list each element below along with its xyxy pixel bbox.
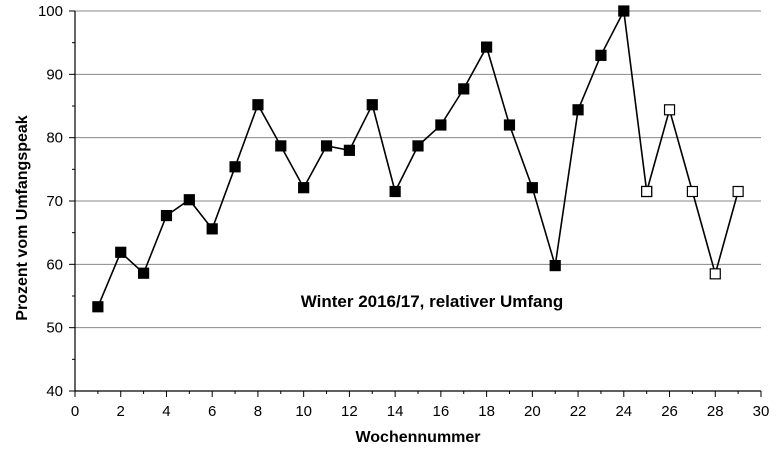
data-point-week-7 (229, 161, 241, 173)
data-point-week-29 (732, 185, 744, 198)
y-axis-label: Prozent vom Umfangspeak (14, 115, 31, 320)
data-point-week-1 (92, 301, 104, 313)
y-tick-label-90: 90 (46, 66, 63, 83)
x-tick-label-18: 18 (478, 403, 495, 420)
x-tick-label-24: 24 (615, 403, 632, 420)
data-point-week-4 (160, 209, 173, 222)
x-tick-label-0: 0 (71, 403, 79, 420)
data-point-week-25 (641, 185, 653, 198)
x-tick-label-16: 16 (433, 403, 450, 420)
x-tick-label-14: 14 (387, 403, 404, 420)
data-point-week-2 (115, 246, 127, 258)
y-tick-label-80: 80 (46, 130, 63, 147)
data-point-week-16 (435, 119, 447, 131)
data-point-week-26 (663, 104, 676, 116)
x-tick-label-26: 26 (661, 403, 678, 420)
x-tick-label-8: 8 (254, 403, 262, 420)
x-tick-label-6: 6 (208, 403, 216, 420)
data-point-week-9 (275, 140, 287, 152)
data-point-week-23 (595, 49, 607, 61)
series-1-line (97, 8, 648, 308)
series-group (92, 5, 744, 313)
data-point-week-12 (343, 144, 355, 156)
x-tick-label-10: 10 (295, 403, 312, 420)
x-tick-label-2: 2 (117, 403, 125, 420)
y-tick-label-40: 40 (46, 383, 63, 400)
x-tick-label-12: 12 (341, 403, 358, 420)
data-point-week-14 (389, 185, 401, 198)
data-point-week-18 (481, 41, 493, 53)
series-1 (92, 5, 653, 313)
data-point-week-6 (206, 223, 218, 235)
x-tick-label-4: 4 (162, 403, 170, 420)
series-2 (641, 104, 744, 280)
y-tick-label-60: 60 (46, 256, 63, 273)
data-point-week-24 (618, 5, 630, 17)
data-point-week-10 (298, 182, 310, 194)
data-point-week-21 (549, 260, 561, 272)
x-tick-label-30: 30 (753, 403, 770, 420)
data-point-week-22 (572, 104, 584, 116)
x-tick-label-28: 28 (707, 403, 724, 420)
x-tick-label-22: 22 (570, 403, 587, 420)
data-point-week-3 (138, 267, 150, 279)
data-point-week-8 (252, 99, 264, 111)
y-tick-label-50: 50 (46, 320, 63, 337)
data-point-week-19 (503, 119, 516, 131)
grid-lines (75, 10, 761, 329)
y-tick-label-70: 70 (46, 193, 63, 210)
x-tick-label-20: 20 (524, 403, 541, 420)
data-point-week-11 (320, 140, 333, 152)
data-point-week-28 (709, 268, 721, 280)
chart-annotation: Winter 2016/17, relativer Umfang (301, 292, 564, 311)
data-point-week-5 (183, 194, 195, 206)
x-axis-label: Wochennummer (355, 429, 480, 446)
data-point-week-20 (526, 182, 538, 194)
axes (69, 10, 762, 397)
data-point-week-17 (458, 83, 470, 95)
y-tick-label-100: 100 (38, 3, 63, 20)
data-point-week-15 (412, 140, 424, 152)
data-point-week-13 (366, 99, 378, 111)
data-point-week-27 (686, 185, 699, 198)
y-tick-labels: 40 50 60 70 80 90 100 (38, 3, 63, 400)
x-tick-labels: 0 2 4 6 8 10 12 14 16 18 20 22 24 26 28 30 (71, 403, 770, 420)
